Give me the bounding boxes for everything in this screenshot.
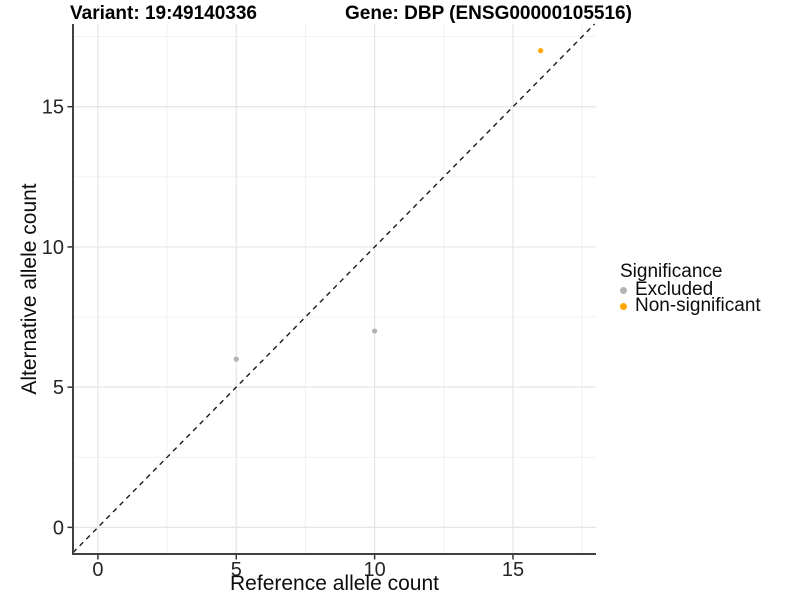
data-point xyxy=(233,356,239,362)
x-tick-label: 0 xyxy=(92,559,103,581)
legend-color-dot xyxy=(620,302,627,310)
data-point xyxy=(538,48,544,54)
legend-title: Significance xyxy=(620,261,723,282)
legend-color-dot xyxy=(620,286,627,294)
legend-item-excluded: Excluded xyxy=(620,279,761,300)
data-point xyxy=(372,328,378,334)
x-axis-title: Reference allele count xyxy=(230,572,439,595)
plot-title-gene: Gene: DBP (ENSG00000105516) xyxy=(345,3,632,24)
y-tick-label: 0 xyxy=(53,517,64,539)
x-tick-label: 5 xyxy=(231,559,242,581)
y-tick-label: 5 xyxy=(53,377,64,399)
y-tick-label: 15 xyxy=(42,97,64,119)
x-tick-label: 15 xyxy=(502,559,524,581)
plot-title-variant: Variant: 19:49140336 xyxy=(70,3,257,24)
y-axis-title: Alternative allele count xyxy=(18,183,41,395)
legend-items: Excluded Non-significant xyxy=(620,279,761,316)
x-tick-label: 10 xyxy=(363,559,385,581)
legend-item-label: Non-significant xyxy=(635,295,761,316)
legend: Significance Excluded Non-significant xyxy=(620,261,761,316)
identity-line xyxy=(72,23,596,554)
legend-item-label: Excluded xyxy=(635,279,714,300)
legend-item-non-significant: Non-significant xyxy=(620,295,761,316)
y-tick-label: 10 xyxy=(42,237,64,259)
